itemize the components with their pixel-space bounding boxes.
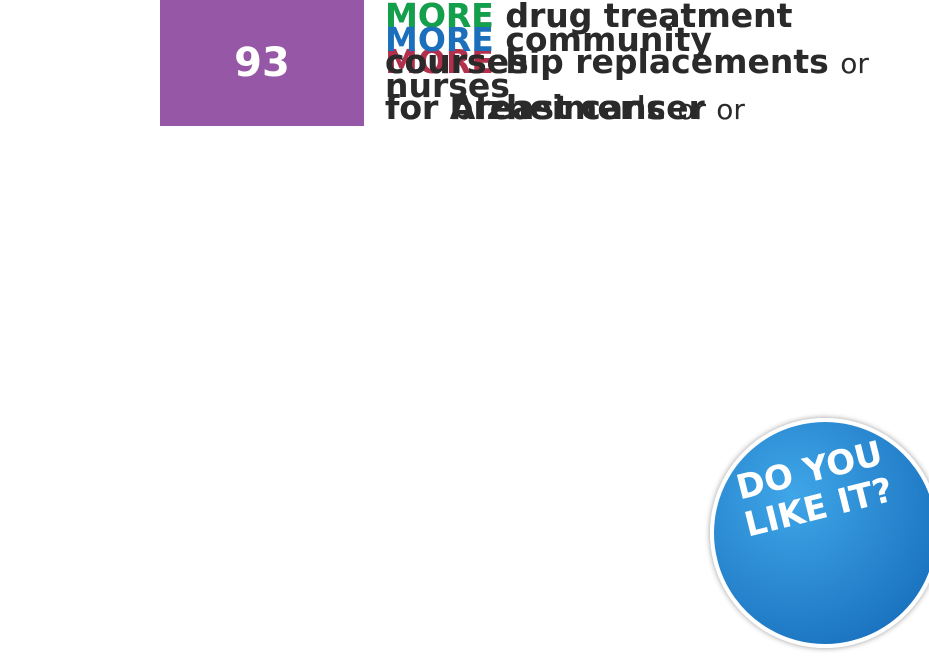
text-line: MORE community [385,17,925,63]
text: community [505,20,712,59]
number-box: 93 [160,0,364,126]
text: nurses [385,66,510,105]
more-label: MORE [385,20,494,59]
text-line: nurses [385,63,925,109]
